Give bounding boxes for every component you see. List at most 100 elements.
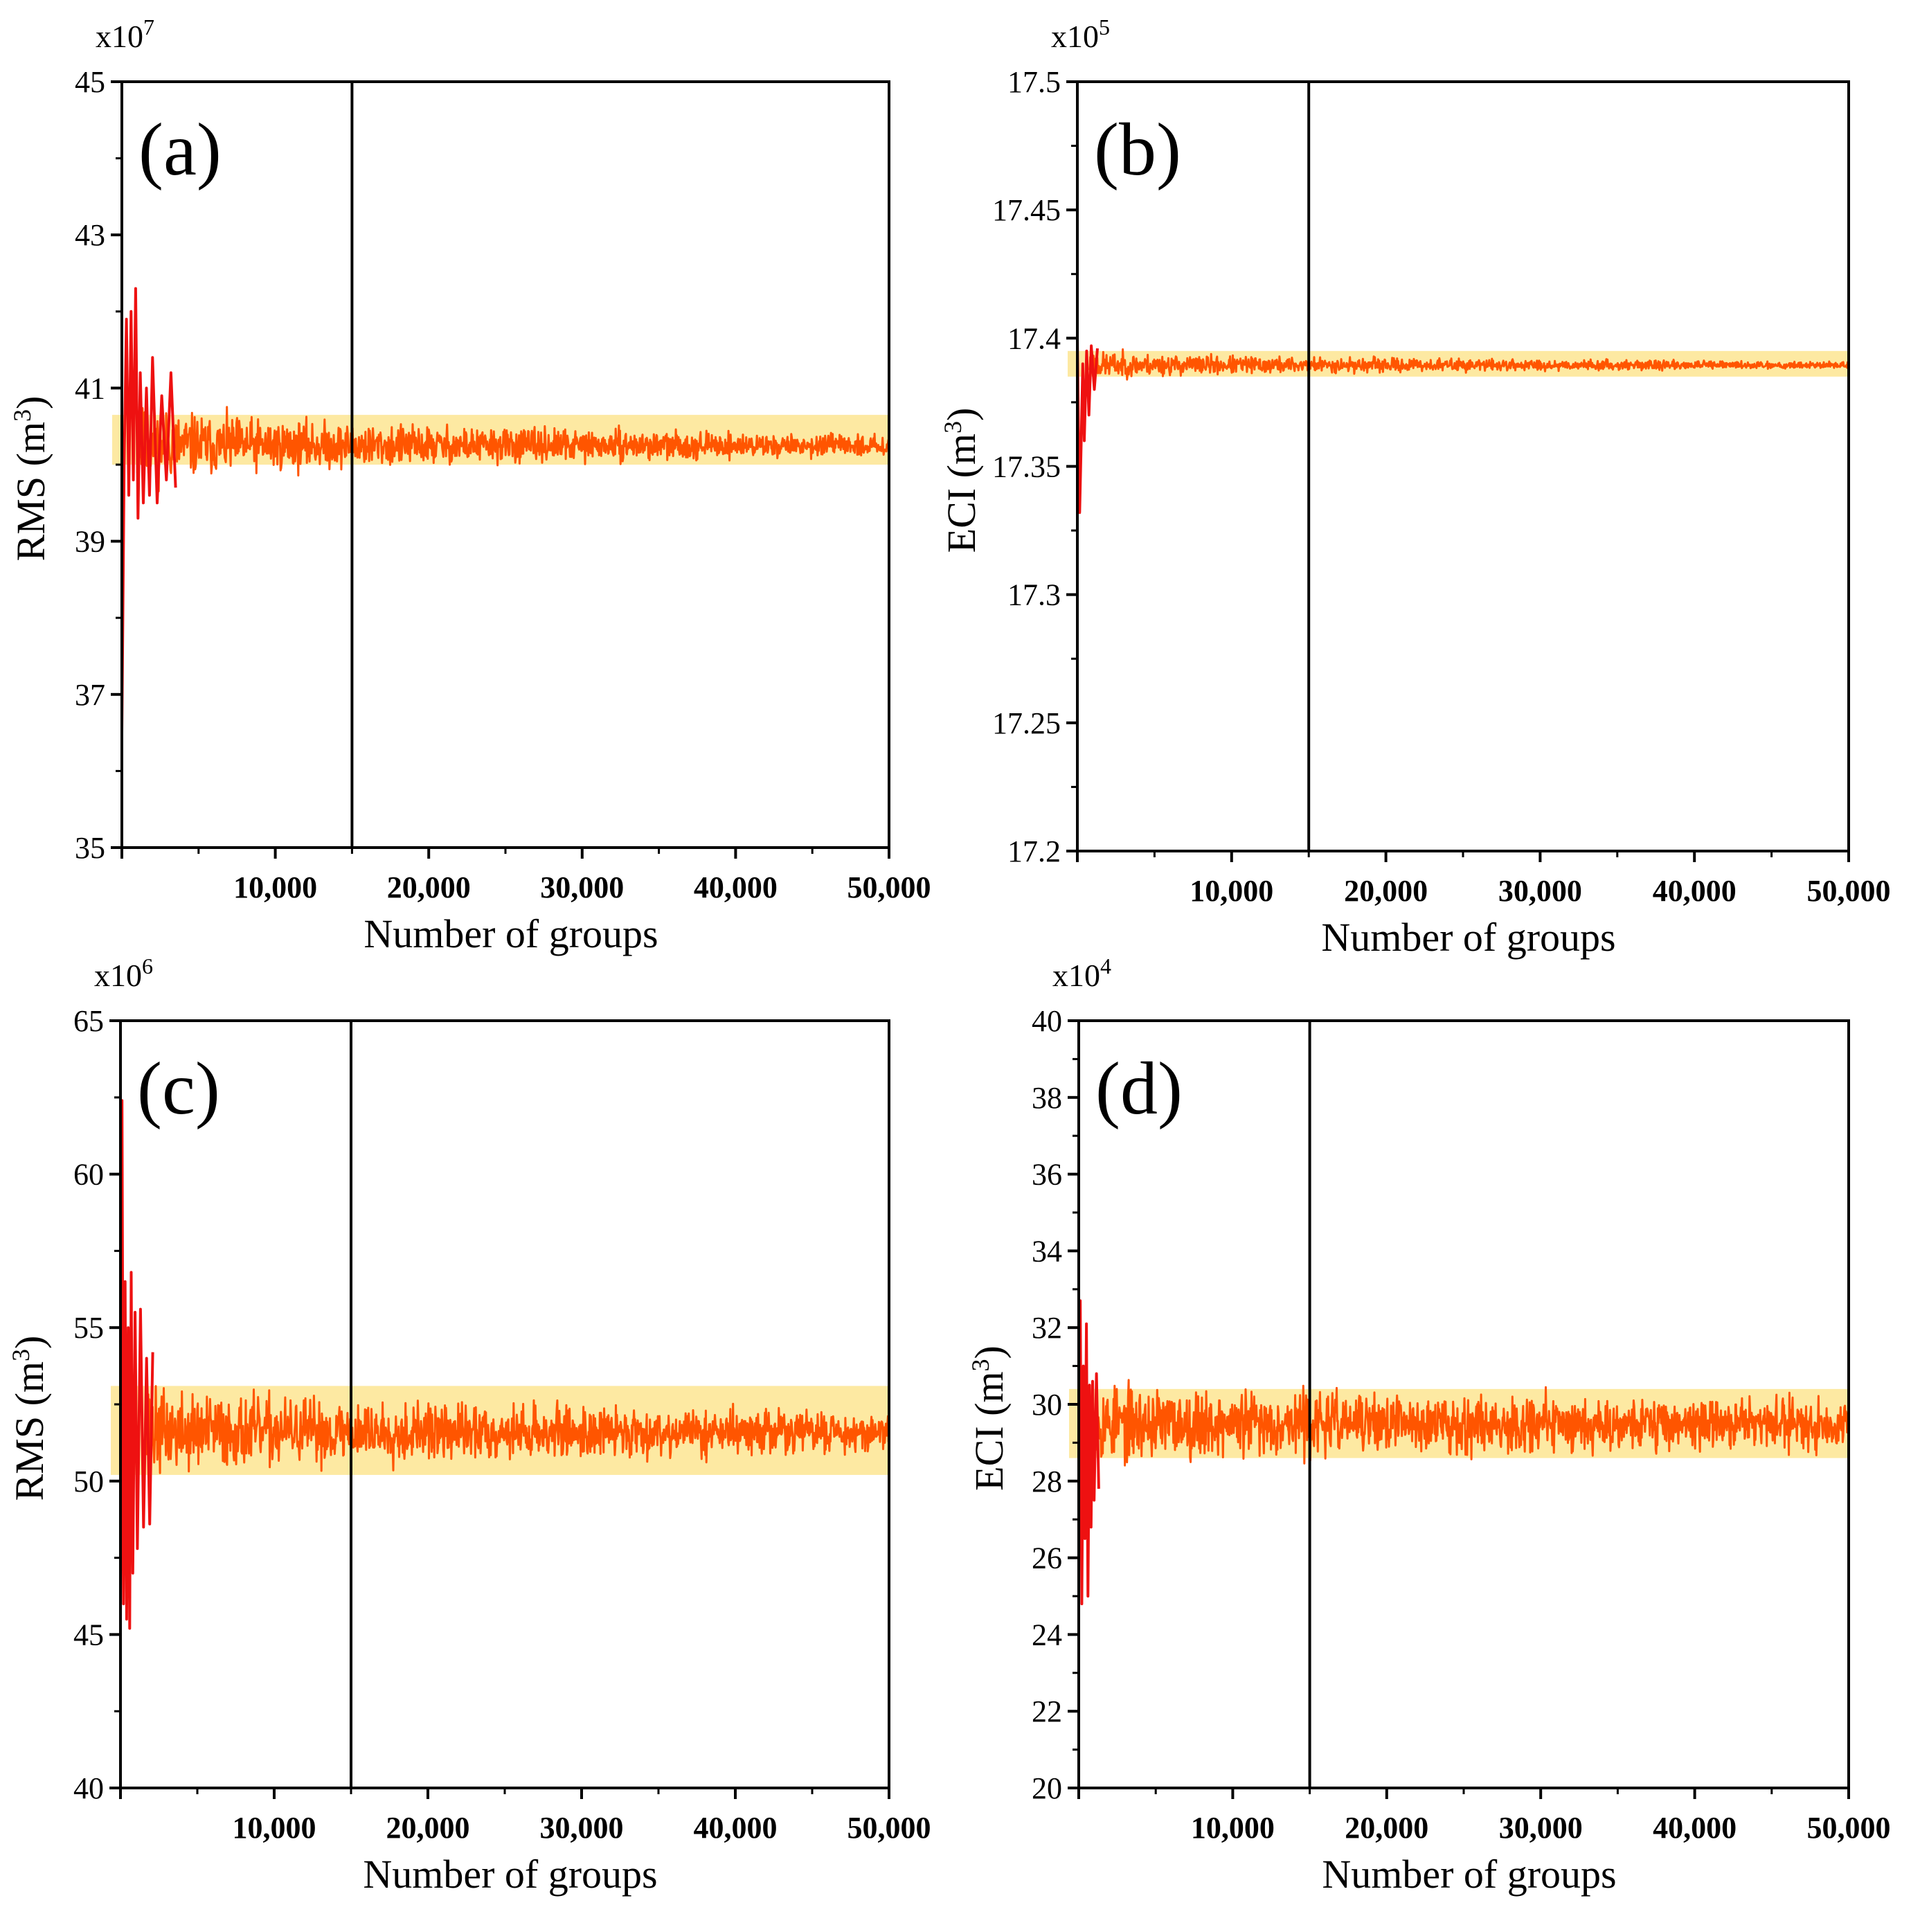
- y-axis-title: RMS (m3): [8, 396, 53, 562]
- axis-multiplier-exponent: 5: [1099, 15, 1110, 39]
- y-tick-label: 38: [1032, 1081, 1062, 1115]
- y-tick-label: 39: [75, 525, 105, 559]
- y-axis-title: ECI (m3): [967, 1345, 1012, 1491]
- y-axis-title-exponent: 3: [967, 1359, 994, 1371]
- x-axis-title: Number of groups: [1321, 915, 1615, 960]
- y-tick-label: 34: [1032, 1234, 1062, 1268]
- axis-multiplier: x106: [94, 954, 153, 993]
- axis-multiplier-base: x10: [96, 19, 143, 54]
- y-axis-title-exponent: 3: [939, 421, 967, 433]
- y-tick-label: 43: [75, 218, 105, 252]
- y-tick-label: 35: [75, 831, 105, 865]
- plot-frame: [1076, 80, 1850, 852]
- series-converged-line: [142, 1385, 890, 1484]
- chart-panel-c: 40 45 50 55 60 65 10,000 20,000 30,000 40,000 50,0…: [7, 954, 931, 1897]
- axis-multiplier-exponent: 7: [143, 15, 154, 39]
- x-tick-label: 10,000: [233, 870, 317, 904]
- y-tick-label: 17.45: [992, 193, 1061, 227]
- series-converged-line: [1093, 1379, 1850, 1467]
- y-tick-label: 45: [75, 65, 105, 99]
- x-tick-label: 10,000: [233, 1811, 316, 1845]
- y-tick-label: 37: [75, 678, 105, 712]
- x-tick-label: 50,000: [1807, 874, 1891, 908]
- y-axis-title-text: ECI (m: [939, 433, 984, 553]
- y-tick-label: 17.25: [992, 706, 1061, 740]
- y-axis-title-close: ): [967, 1345, 1012, 1359]
- y-axis-title-exponent: 3: [8, 409, 36, 422]
- axis-multiplier-exponent: 6: [142, 954, 153, 978]
- series-early-line: [119, 1099, 154, 1630]
- y-axis-title: RMS (m3): [7, 1336, 52, 1501]
- y-tick-label: 22: [1032, 1694, 1062, 1728]
- x-tick-label: 20,000: [1344, 874, 1428, 908]
- x-tick-label: 30,000: [1499, 1811, 1583, 1845]
- y-axis-title-close: ): [939, 408, 984, 421]
- y-tick-label: 41: [75, 371, 105, 405]
- y-axis-title-text: RMS (m: [7, 1361, 52, 1501]
- y-tick-label: 55: [73, 1311, 104, 1345]
- axis-multiplier: x107: [96, 15, 154, 54]
- axis-multiplier-base: x10: [94, 958, 142, 993]
- y-tick-label: 50: [73, 1465, 104, 1499]
- chart-panel-b: 17.2 17.25 17.3 17.35 17.4 17.45 17.5 10,000 20,…: [939, 15, 1891, 960]
- panel-label: (c): [137, 1048, 220, 1130]
- x-tick-label: 30,000: [1498, 874, 1582, 908]
- panel-label: (b): [1094, 109, 1181, 191]
- axis-multiplier-base: x10: [1052, 958, 1100, 993]
- x-tick-label: 20,000: [1345, 1811, 1428, 1845]
- y-tick-label: 60: [73, 1158, 104, 1192]
- x-tick-label: 20,000: [387, 870, 471, 904]
- y-tick-label: 40: [73, 1771, 104, 1805]
- y-tick-label: 24: [1032, 1618, 1062, 1652]
- y-tick-label: 17.4: [1007, 321, 1061, 355]
- series-early-line: [120, 287, 177, 733]
- panel-label: (a): [138, 109, 222, 191]
- y-axis-title-text: RMS (m: [8, 422, 53, 561]
- y-axis-title: ECI (m3): [939, 408, 984, 553]
- series-early-line: [1077, 1299, 1100, 1606]
- y-axis-title-close: ): [7, 1336, 52, 1349]
- x-tick-label: 20,000: [386, 1811, 470, 1845]
- y-tick-label: 32: [1032, 1311, 1062, 1345]
- y-tick-label: 17.2: [1007, 834, 1061, 868]
- axis-multiplier-base: x10: [1051, 19, 1099, 54]
- x-tick-label: 40,000: [694, 870, 778, 904]
- series-converged-line: [1088, 348, 1850, 381]
- x-tick-label: 50,000: [1807, 1811, 1891, 1845]
- y-tick-label: 36: [1032, 1158, 1062, 1192]
- x-tick-label: 10,000: [1191, 1811, 1275, 1845]
- x-tick-label: 50,000: [847, 870, 931, 904]
- y-tick-label: 45: [73, 1618, 104, 1652]
- y-tick-label: 40: [1032, 1004, 1062, 1038]
- x-tick-label: 40,000: [694, 1811, 778, 1845]
- y-tick-label: 17.3: [1007, 578, 1061, 612]
- x-axis-title: Number of groups: [364, 911, 658, 956]
- x-tick-label: 40,000: [1653, 1811, 1737, 1845]
- y-axis-title-text: ECI (m: [967, 1371, 1012, 1490]
- x-tick-label: 40,000: [1653, 874, 1737, 908]
- x-axis-title: Number of groups: [363, 1852, 657, 1897]
- y-tick-label: 17.5: [1007, 65, 1061, 99]
- x-tick-label: 30,000: [540, 870, 624, 904]
- x-tick-label: 50,000: [847, 1811, 931, 1845]
- axis-multiplier-exponent: 4: [1100, 954, 1111, 978]
- axis-multiplier: x104: [1052, 954, 1111, 993]
- panel-label: (d): [1095, 1048, 1183, 1130]
- y-tick-label: 17.35: [992, 450, 1061, 484]
- x-tick-label: 10,000: [1190, 874, 1273, 908]
- y-tick-label: 20: [1032, 1771, 1062, 1805]
- series-early-line: [1076, 338, 1099, 515]
- x-axis-title: Number of groups: [1322, 1852, 1616, 1897]
- series-converged-line: [136, 406, 890, 492]
- axis-multiplier: x105: [1051, 15, 1110, 54]
- x-tick-label: 30,000: [540, 1811, 624, 1845]
- y-axis-title-exponent: 3: [7, 1349, 35, 1361]
- y-tick-label: 30: [1032, 1388, 1062, 1422]
- y-tick-label: 26: [1032, 1541, 1062, 1575]
- y-tick-label: 28: [1032, 1465, 1062, 1499]
- y-axis-title-close: ): [8, 396, 53, 409]
- y-tick-label: 65: [73, 1004, 104, 1038]
